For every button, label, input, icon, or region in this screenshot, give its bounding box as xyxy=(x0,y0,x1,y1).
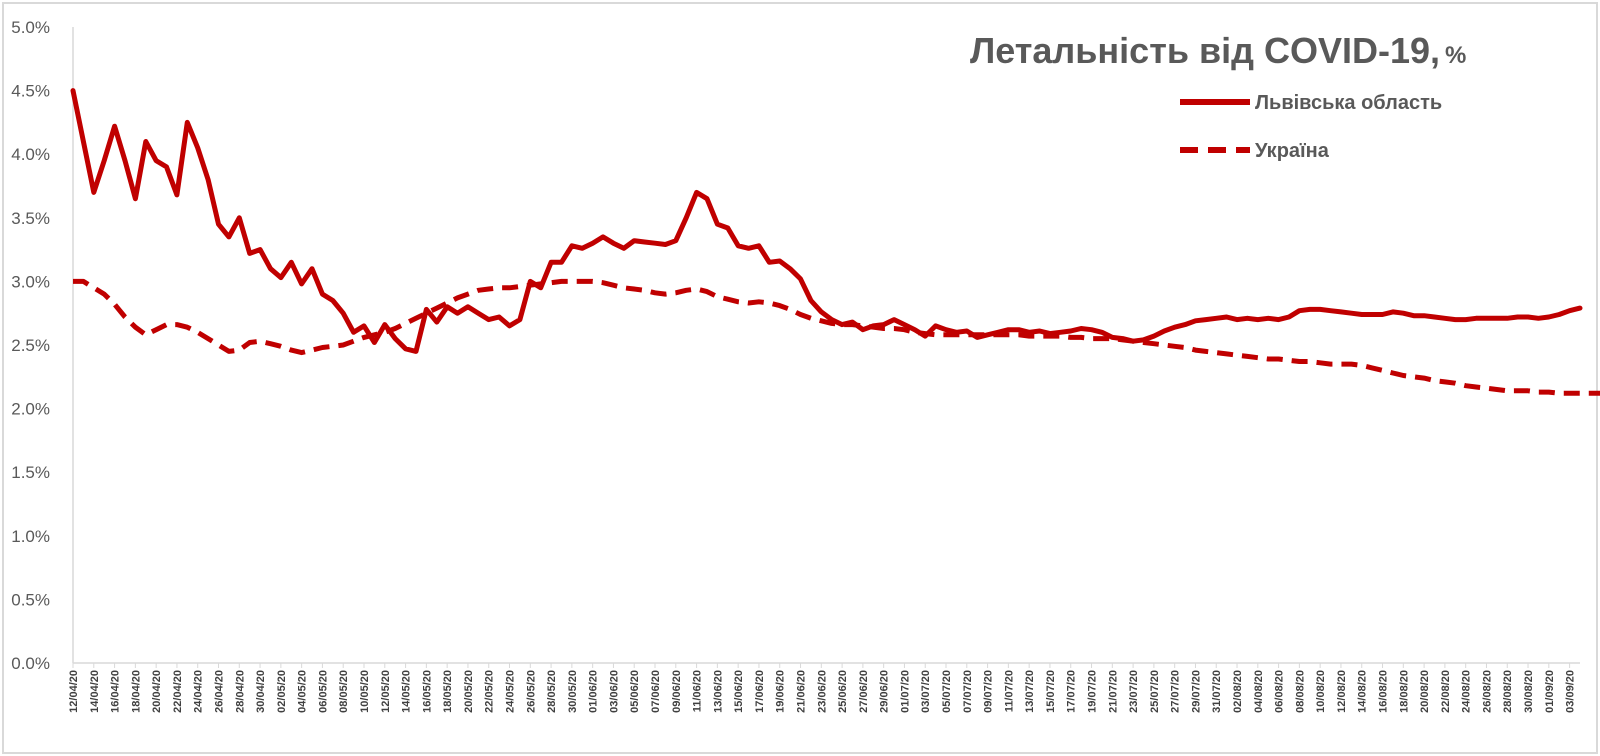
series-lines xyxy=(70,88,1600,396)
x-tick-label: 22/04/20 xyxy=(172,670,184,713)
x-tick-label: 30/05/20 xyxy=(567,670,579,713)
x-tick-label: 13/07/20 xyxy=(1024,670,1036,713)
x-tick-label: 30/08/20 xyxy=(1523,670,1535,713)
x-tick-label: 01/09/20 xyxy=(1544,670,1556,713)
x-tick-label: 02/05/20 xyxy=(276,670,288,713)
x-tick-label: 29/06/20 xyxy=(879,670,891,713)
x-tick-label: 11/07/20 xyxy=(1003,670,1015,712)
x-axis: 12/04/20 14/04/20 16/04/20 18/04/20 20/04/20… xyxy=(68,662,1580,713)
y-tick-label: 1.0% xyxy=(11,527,50,546)
x-tick-label: 06/08/20 xyxy=(1274,670,1286,713)
x-tick-label: 15/07/20 xyxy=(1045,670,1057,713)
y-tick-label: 3.0% xyxy=(11,272,50,291)
x-tick-label: 14/08/20 xyxy=(1357,670,1369,713)
x-tick-label: 16/04/20 xyxy=(110,670,122,713)
x-tick-label: 08/05/20 xyxy=(338,670,350,713)
x-tick-label: 17/07/20 xyxy=(1066,670,1078,713)
x-tick-label: 04/08/20 xyxy=(1253,670,1265,713)
y-tick-label: 0.5% xyxy=(11,590,50,609)
y-axis: 0.0% 0.5% 1.0% 1.5% 2.0% 2.5% 3.0% 3.5% 4.0% 4.5%… xyxy=(11,18,74,673)
x-tick-label: 10/08/20 xyxy=(1315,670,1327,713)
x-tick-label: 15/06/20 xyxy=(733,670,745,713)
x-tick-label: 12/04/20 xyxy=(68,670,80,713)
x-tick-label: 25/06/20 xyxy=(837,670,849,713)
x-tick-label: 17/06/20 xyxy=(754,670,766,713)
x-tick-label: 10/05/20 xyxy=(359,670,371,713)
x-tick-label: 26/05/20 xyxy=(525,670,537,713)
x-tick-label: 03/09/20 xyxy=(1565,670,1577,713)
x-tick-label: 18/04/20 xyxy=(130,670,142,713)
x-tick-label: 22/05/20 xyxy=(484,670,496,713)
y-tick-label: 2.5% xyxy=(11,336,50,355)
x-tick-label: 05/06/20 xyxy=(629,670,641,713)
x-tick-label: 07/07/20 xyxy=(962,670,974,713)
x-tick-label: 16/05/20 xyxy=(421,670,433,713)
x-tick-label: 19/07/20 xyxy=(1087,670,1099,713)
x-tick-label: 26/08/20 xyxy=(1481,670,1493,713)
x-tick-label: 07/06/20 xyxy=(650,670,662,713)
x-tick-label: 24/08/20 xyxy=(1461,670,1473,713)
series-line-ukraine xyxy=(73,278,1600,396)
x-tick-label: 14/05/20 xyxy=(401,670,413,713)
y-tick-label: 1.5% xyxy=(11,463,50,482)
x-tick-label: 12/08/20 xyxy=(1336,670,1348,713)
x-tick-label: 20/04/20 xyxy=(151,670,163,713)
x-tick-label: 28/08/20 xyxy=(1502,670,1514,713)
y-tick-label: 3.5% xyxy=(11,209,50,228)
x-tick-label: 20/08/20 xyxy=(1419,670,1431,713)
x-tick-label: 03/06/20 xyxy=(608,670,620,713)
legend-label-ukraine: Україна xyxy=(1255,140,1330,162)
chart-title-unit: % xyxy=(1445,42,1466,69)
chart-title: Летальність від COVID-19, xyxy=(970,30,1440,71)
x-tick-label: 05/07/20 xyxy=(941,670,953,713)
x-tick-label: 08/08/20 xyxy=(1294,670,1306,713)
x-tick-label: 06/05/20 xyxy=(317,670,329,713)
x-tick-label: 21/07/20 xyxy=(1107,670,1119,713)
x-tick-label: 09/07/20 xyxy=(983,670,995,713)
x-tick-label: 28/04/20 xyxy=(234,670,246,713)
x-tick-label: 24/04/20 xyxy=(193,670,205,713)
x-tick-label: 23/06/20 xyxy=(816,670,828,713)
x-tick-label: 12/05/20 xyxy=(380,670,392,713)
x-tick-label: 01/07/20 xyxy=(899,670,911,713)
legend: Львівська область Україна xyxy=(1180,92,1442,162)
x-tick-label: 26/04/20 xyxy=(214,670,226,713)
x-tick-label: 23/07/20 xyxy=(1128,670,1140,713)
series-line-lviv xyxy=(70,88,1583,354)
x-tick-label: 11/06/20 xyxy=(692,670,704,712)
x-tick-label: 30/04/20 xyxy=(255,670,267,713)
x-tick-label: 25/07/20 xyxy=(1149,670,1161,713)
x-tick-label: 16/08/20 xyxy=(1378,670,1390,713)
x-tick-label: 28/05/20 xyxy=(546,670,558,713)
x-tick-label: 03/07/20 xyxy=(920,670,932,713)
x-tick-label: 01/06/20 xyxy=(588,670,600,713)
x-tick-label: 24/05/20 xyxy=(505,670,517,713)
x-tick-label: 18/08/20 xyxy=(1398,670,1410,713)
y-tick-label: 2.0% xyxy=(11,400,50,419)
x-tick-label: 27/06/20 xyxy=(858,670,870,713)
x-tick-label: 18/05/20 xyxy=(442,670,454,713)
y-tick-label: 4.0% xyxy=(11,145,50,164)
x-tick-label: 19/06/20 xyxy=(775,670,787,713)
x-tick-label: 04/05/20 xyxy=(297,670,309,713)
x-tick-label: 31/07/20 xyxy=(1211,670,1223,713)
x-tick-label: 29/07/20 xyxy=(1190,670,1202,713)
x-tick-label: 02/08/20 xyxy=(1232,670,1244,713)
x-tick-label: 13/06/20 xyxy=(712,670,724,713)
x-tick-label: 21/06/20 xyxy=(796,670,808,713)
y-tick-label: 4.5% xyxy=(11,82,50,101)
x-tick-label: 20/05/20 xyxy=(463,670,475,713)
y-tick-label: 0.0% xyxy=(11,654,50,673)
x-tick-label: 14/04/20 xyxy=(89,670,101,713)
x-tick-label: 22/08/20 xyxy=(1440,670,1452,713)
legend-label-lviv: Львівська область xyxy=(1255,92,1442,114)
x-tick-label: 09/06/20 xyxy=(671,670,683,713)
x-tick-label: 27/07/20 xyxy=(1170,670,1182,713)
y-tick-label: 5.0% xyxy=(11,18,50,37)
